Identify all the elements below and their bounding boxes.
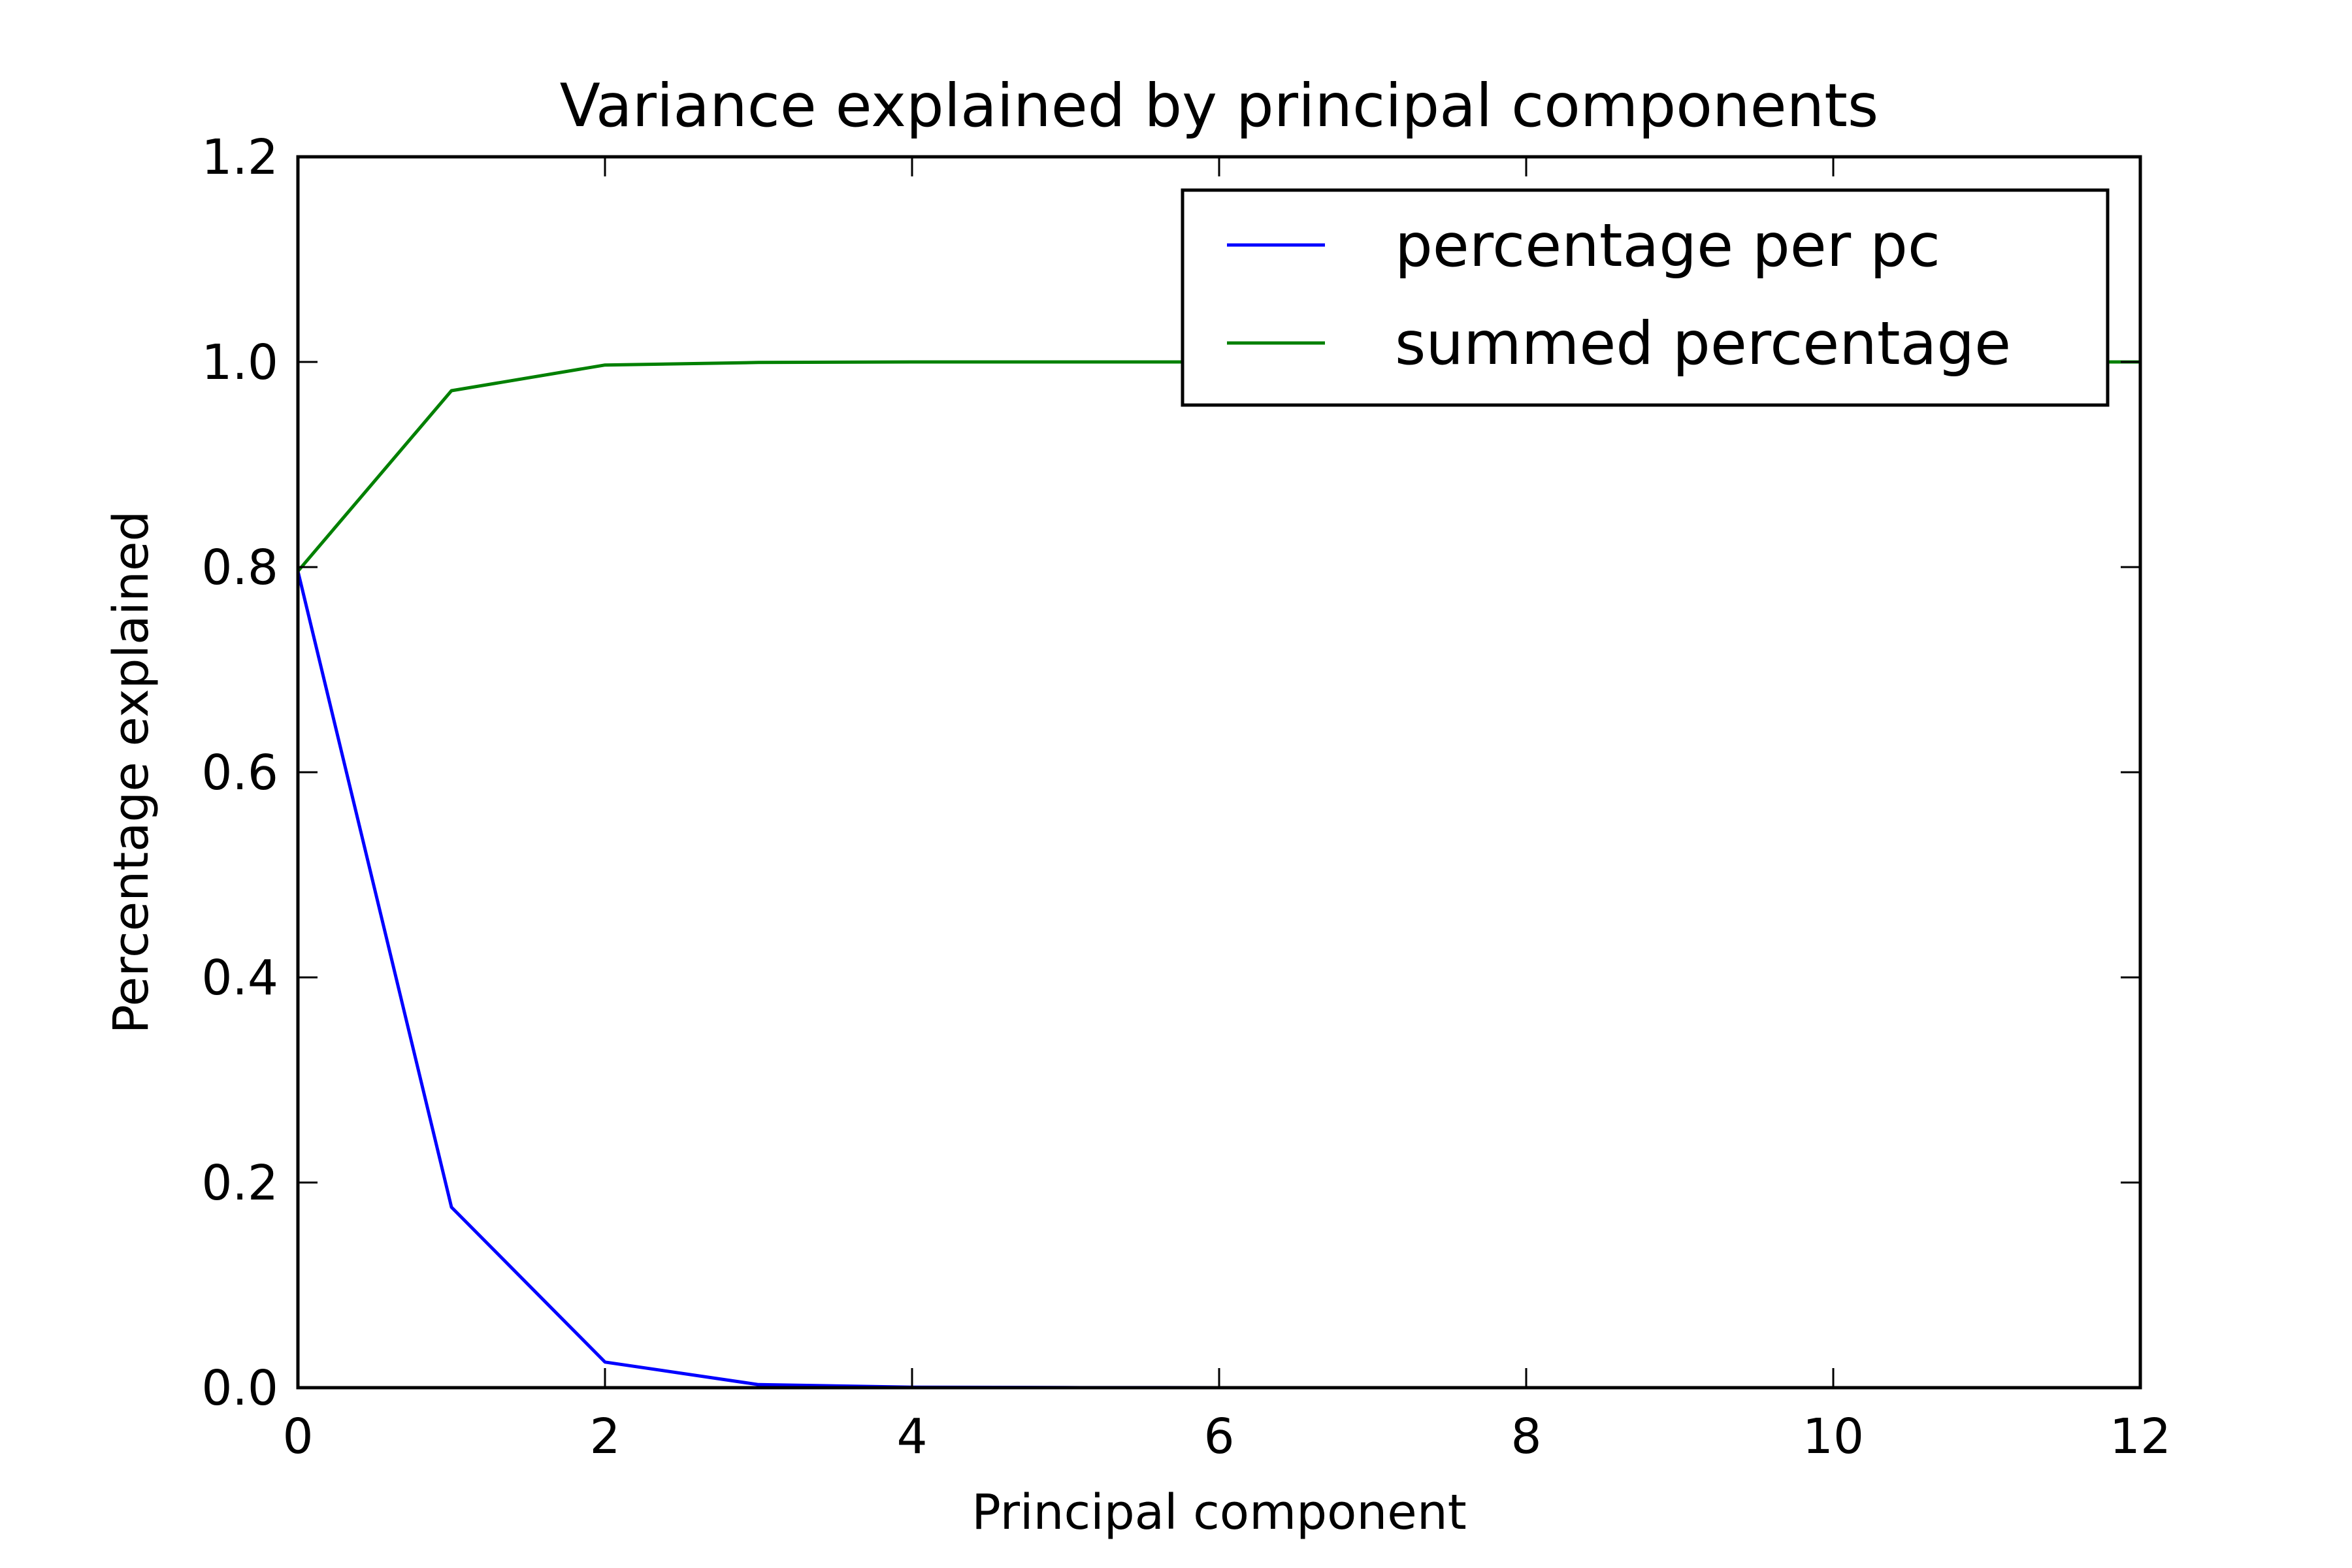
legend-box [1181, 188, 2110, 407]
plot-frame [296, 155, 2142, 1390]
series-line-percentage-per-pc [298, 570, 2140, 1388]
legend: percentage per pc summed percentage [1181, 188, 2110, 407]
legend-label-percentage-per-pc: percentage per pc [1395, 212, 1940, 280]
x-tick-label: 10 [1803, 1409, 1864, 1465]
chart-title: Variance explained by principal componen… [560, 72, 1879, 140]
x-tick-label: 2 [589, 1409, 620, 1465]
y-tick-label: 0.2 [201, 1155, 278, 1211]
x-tick-label: 12 [2110, 1409, 2171, 1465]
ticks-layer: 0 2 4 6 8 10 12 0.0 0.2 0.4 0.6 0.8 1.0 1.2 [201, 129, 2171, 1465]
legend-label-summed-percentage: summed percentage [1395, 310, 2011, 378]
x-tick-label: 0 [282, 1409, 313, 1465]
x-tick-label: 6 [1203, 1409, 1234, 1465]
x-tick-label: 4 [896, 1409, 927, 1465]
y-tick-label: 1.2 [201, 129, 278, 186]
y-tick-label: 0.6 [201, 745, 278, 801]
x-axis-label: Principal component [972, 1484, 1467, 1541]
y-tick-label: 0.8 [201, 540, 278, 596]
y-tick-label: 0.0 [201, 1360, 278, 1416]
x-tick-label: 8 [1511, 1409, 1541, 1465]
y-tick-label: 1.0 [201, 335, 278, 391]
y-tick-label: 0.4 [201, 950, 278, 1006]
y-axis-label: Percentage explained [103, 511, 159, 1034]
